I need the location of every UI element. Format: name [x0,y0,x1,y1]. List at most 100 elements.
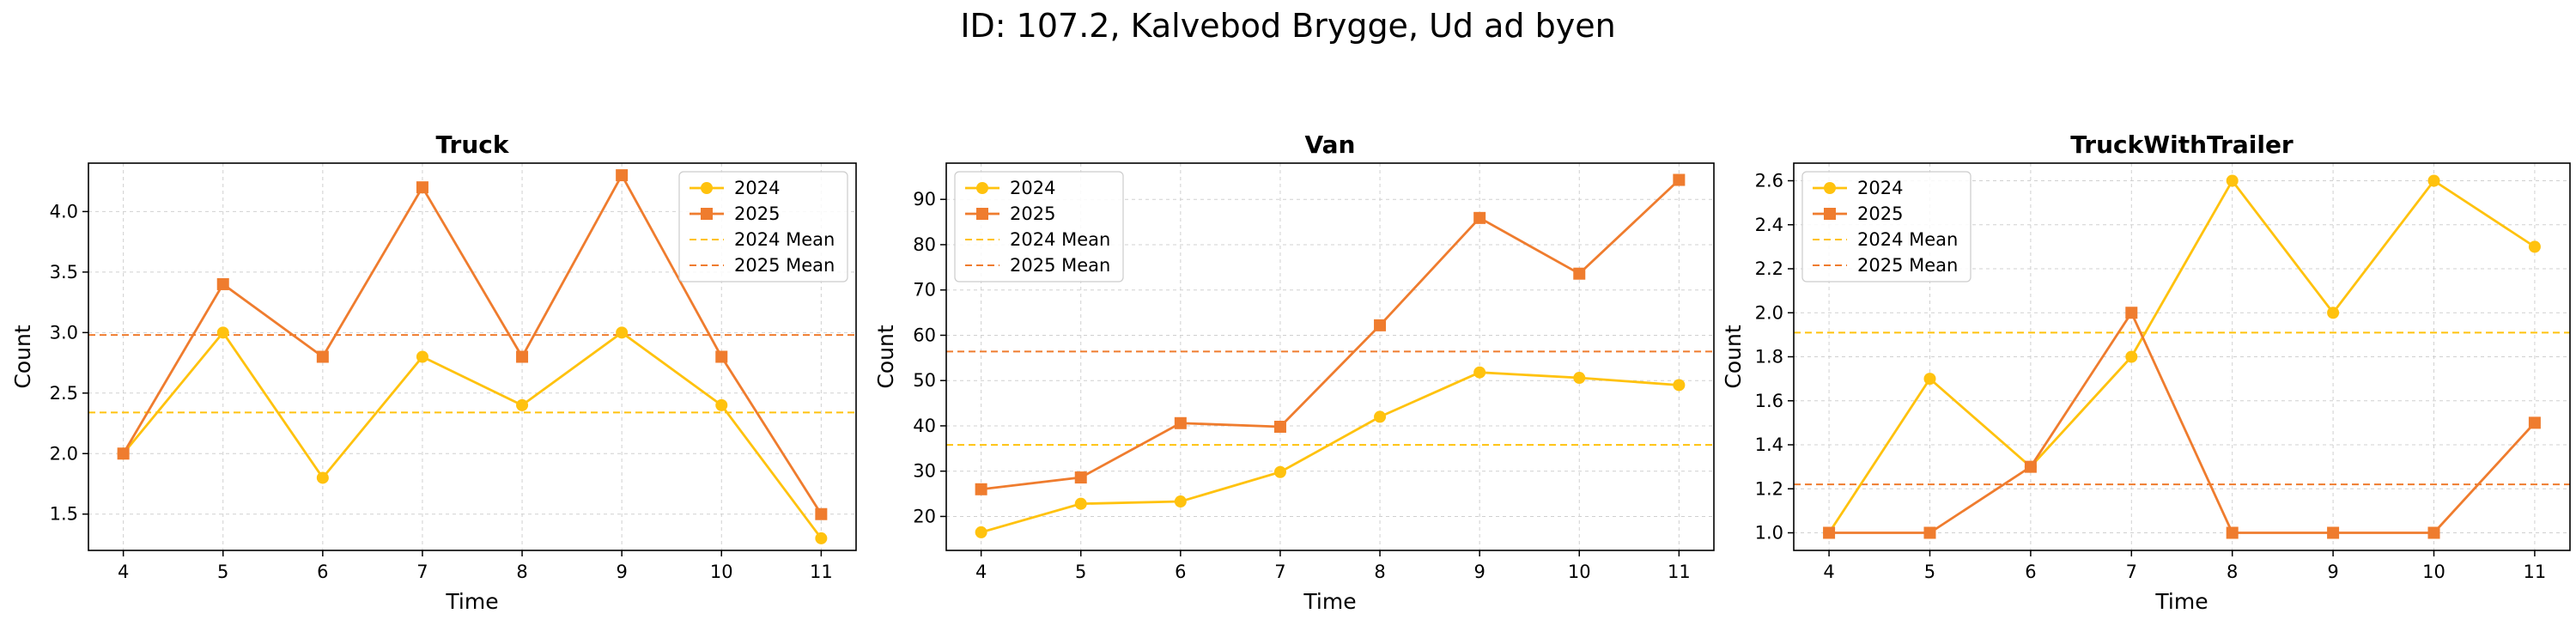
series-line-2025 [122,173,823,515]
y-tick-label: 40 [913,416,936,436]
chart-panel-3: 4 5 6 7 8 9 10 11 1.0 1.2 1.4 1.6 1.8 2.0 2.2 2.4 2.6 Tru… [1721,131,2571,614]
legend-label: 2025 [1010,204,1055,224]
x-tick-label: 5 [1075,562,1086,582]
data-point-2024 [316,471,329,484]
y-tick-label: 2.2 [1755,258,1783,279]
y-tick-label: 90 [913,189,936,210]
data-point-2024 [1673,379,1686,392]
y-tick-label: 1.5 [50,504,78,525]
legend-label: 2024 [734,178,780,198]
y-tick-label: 70 [913,280,936,301]
y-tick-label: 30 [913,461,936,482]
legend-marker [1824,208,1836,220]
y-tick-label: 1.0 [1755,523,1783,544]
data-point-2025 [616,169,629,182]
x-axis-label: Time [2154,589,2208,614]
data-point-2025 [715,350,728,363]
data-point-2025 [1174,416,1187,429]
legend: 2024 2025 2024 Mean 2025 Mean [954,171,1124,283]
data-point-2024 [2528,240,2541,253]
data-point-2025 [416,181,428,194]
legend: 2024 2025 2024 Mean 2025 Mean [1801,171,1971,283]
y-tick-label: 1.4 [1755,434,1783,455]
x-tick-label: 11 [2524,562,2547,582]
series-line-2025 [981,179,1680,491]
data-point-2025 [1823,526,1836,539]
x-tick-label: 8 [516,562,527,582]
x-tick-label: 4 [118,562,129,582]
legend-label: 2024 [1010,178,1055,198]
series-line-2025 [1829,310,2536,534]
legend-marker [976,208,988,220]
data-point-2025 [1673,173,1686,186]
x-tick-label: 9 [616,562,627,582]
data-point-2025 [316,350,329,363]
legend-label: 2024 Mean [1010,229,1110,250]
data-point-2025 [2125,307,2138,319]
legend-box [1801,171,1971,283]
x-axis-label: Time [445,589,498,614]
legend-label: 2025 Mean [734,255,835,276]
legend-label: 2025 Mean [1857,255,1958,276]
legend-label: 2024 Mean [1857,229,1958,250]
data-point-2024 [2327,307,2340,319]
data-point-2024 [1174,495,1187,508]
data-point-2024 [1074,497,1087,510]
data-point-2025 [117,447,130,460]
data-point-2025 [2427,526,2440,539]
x-tick-label: 10 [710,562,733,582]
y-axis-label: Count [10,325,35,388]
data-point-2024 [2427,174,2440,187]
data-point-2024 [1273,465,1286,478]
x-tick-label: 5 [1924,562,1935,582]
x-tick-label: 6 [317,562,328,582]
data-point-2024 [1923,373,1936,386]
data-point-2024 [1573,372,1586,385]
data-point-2024 [815,532,828,544]
legend-label: 2024 [1857,178,1903,198]
legend-marker [701,208,713,220]
x-tick-label: 9 [2327,562,2338,582]
y-tick-label: 1.8 [1755,347,1783,368]
y-tick-label: 4.0 [50,201,78,222]
series-line-2024 [1827,178,2536,534]
y-tick-label: 80 [913,234,936,255]
plot-frame [945,162,1715,551]
data-point-2025 [1573,267,1586,280]
data-point-2025 [1273,420,1286,433]
x-tick-label: 7 [2126,562,2137,582]
data-point-2024 [2125,350,2138,363]
y-tick-label: 2.0 [1755,302,1783,323]
x-tick-label: 8 [2227,562,2238,582]
plot-frame [1793,162,2571,551]
series-line-2024 [981,371,1680,534]
legend-marker [976,182,988,194]
legend-label: 2024 Mean [734,229,835,250]
data-point-2024 [216,326,229,339]
data-point-2024 [715,398,728,411]
data-point-2024 [616,326,629,339]
x-tick-label: 11 [810,562,833,582]
y-axis-label: Count [873,325,898,388]
x-tick-label: 7 [1274,562,1285,582]
chart-title: Truck [436,131,510,159]
figure-title: ID: 107.2, Kalvebod Brygge, Ud ad byen [960,7,1616,45]
y-axis-label: Count [1721,325,1746,388]
y-tick-label: 60 [913,325,936,345]
legend-box [678,171,848,283]
data-point-2025 [516,350,529,363]
x-tick-label: 11 [1668,562,1691,582]
y-tick-label: 20 [913,506,936,526]
y-tick-label: 50 [913,370,936,391]
chart-title: Van [1305,131,1356,159]
y-tick-label: 3.5 [50,262,78,283]
data-point-2025 [2024,460,2037,473]
x-tick-label: 7 [416,562,428,582]
y-tick-label: 2.4 [1755,215,1783,235]
x-tick-label: 4 [975,562,987,582]
legend-box [954,171,1124,283]
plot-frame [88,162,857,551]
x-tick-label: 9 [1473,562,1485,582]
y-tick-label: 1.2 [1755,478,1783,499]
